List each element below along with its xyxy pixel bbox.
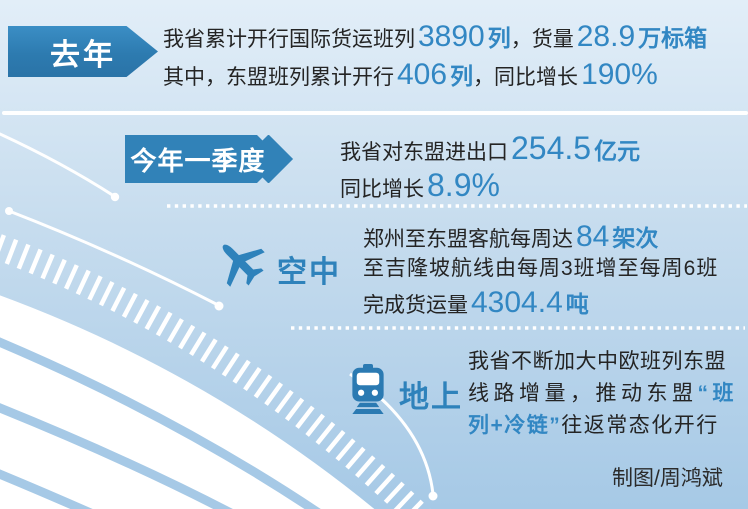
stat-text: 至吉隆坡航线由每周3班增至每周6班 [363,257,719,280]
stat-text: 线路增量，推动东盟 [468,382,698,405]
stat-number: 254.5 [511,130,592,166]
train-icon [352,364,384,414]
stat-highlight: 列+冷链” [468,414,562,437]
stat-line-asean-trade: 我省对东盟进出口254.5 亿元 [340,132,640,164]
stat-text: 同比增长 [340,178,424,201]
mode-label-ground: 地上 [399,381,463,414]
stat-text: 我省对东盟进出口 [340,141,508,164]
stat-line-cea-3: 列+冷链”往返常态化开行 [468,415,719,436]
stat-text: 完成货运量 [363,294,468,317]
stat-text: 郑州至东盟客航每周达 [363,228,573,251]
mode-label-air: 空中 [277,256,341,289]
stat-number: 3890 [418,20,485,53]
stat-text: ，货量 [510,28,574,51]
banner-last-year-label: 去年 [50,38,116,72]
stat-unit: 万标箱 [638,25,708,51]
airplane-icon [222,244,265,287]
stat-line-kl-route: 至吉隆坡航线由每周3班增至每周6班 [363,258,718,279]
stat-line-trade-growth: 同比增长8.9% [340,169,503,201]
stat-unit: 列 [450,63,474,89]
stat-number: 84 [576,220,610,253]
stat-unit: 列 [487,25,511,51]
banner-this-quarter-shape [125,135,294,183]
stat-line-air-cargo: 完成货运量 4304.4 吨 [363,288,589,318]
banner-this-quarter-label: 今年一季度 [130,145,266,176]
credit-byline: 制图/周鸿斌 [612,467,723,490]
stat-line-trains-total: 我省累计开行国际货运班列 3890 列，货量 28.9 万标箱 [163,22,707,52]
stat-line-asean-trains: 其中，东盟班列累计开行 406 列，同比增长 190% [163,60,661,90]
banner-last-year: 去年 [8,26,158,77]
stat-text: 我省累计开行国际货运班列 [163,28,415,51]
road-arcs-icon [0,295,375,509]
stat-number: 406 [397,58,448,91]
stat-number: 4304.4 [471,286,563,319]
stat-text: 我省不断加大中欧班列东盟 [468,350,726,373]
stat-number: 8.9% [427,167,500,203]
stat-highlight: “班 [697,382,738,405]
stat-text: ，同比增长 [473,66,579,89]
stat-text: 其中，东盟班列累计开行 [163,66,394,89]
stat-number: 190% [581,58,658,91]
stat-line-cea-1: 我省不断加大中欧班列东盟 [468,351,726,372]
stat-line-flights: 郑州至东盟客航每周达 84 架次 [363,222,658,252]
stat-text: 往返常态化开行 [561,414,719,437]
stat-unit: 架次 [612,225,659,251]
stat-unit: 亿元 [594,138,641,164]
banner-this-quarter: 今年一季度 [125,135,271,183]
stat-line-cea-2: 线路增量，推动东盟“班 [468,383,738,404]
divider-solid [2,111,748,115]
stat-number: 28.9 [576,20,636,53]
stat-unit: 吨 [565,291,589,317]
